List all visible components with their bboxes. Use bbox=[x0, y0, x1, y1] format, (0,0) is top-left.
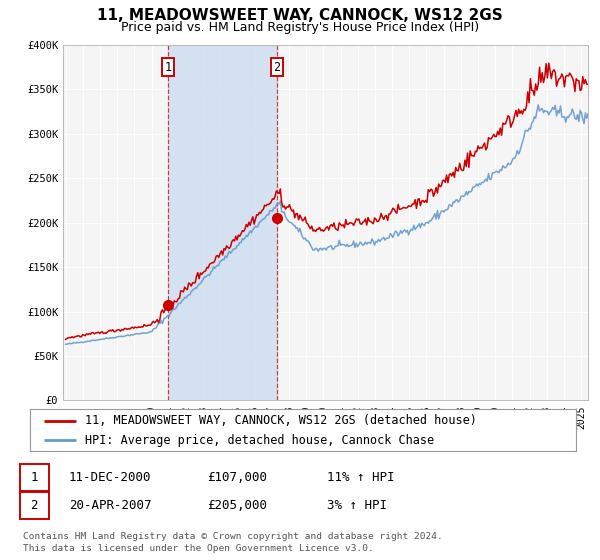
Text: HPI: Average price, detached house, Cannock Chase: HPI: Average price, detached house, Cann… bbox=[85, 434, 434, 447]
Text: Contains HM Land Registry data © Crown copyright and database right 2024.: Contains HM Land Registry data © Crown c… bbox=[23, 532, 443, 541]
Text: 11% ↑ HPI: 11% ↑ HPI bbox=[327, 471, 395, 484]
Text: 11-DEC-2000: 11-DEC-2000 bbox=[69, 471, 151, 484]
Text: 20-APR-2007: 20-APR-2007 bbox=[69, 498, 151, 512]
Bar bbox=[168, 45, 277, 400]
Text: 11, MEADOWSWEET WAY, CANNOCK, WS12 2GS: 11, MEADOWSWEET WAY, CANNOCK, WS12 2GS bbox=[97, 8, 503, 24]
Text: Price paid vs. HM Land Registry's House Price Index (HPI): Price paid vs. HM Land Registry's House … bbox=[121, 21, 479, 34]
Text: 11, MEADOWSWEET WAY, CANNOCK, WS12 2GS (detached house): 11, MEADOWSWEET WAY, CANNOCK, WS12 2GS (… bbox=[85, 414, 476, 427]
Text: This data is licensed under the Open Government Licence v3.0.: This data is licensed under the Open Gov… bbox=[23, 544, 374, 553]
Text: 2: 2 bbox=[274, 61, 281, 74]
Text: £107,000: £107,000 bbox=[207, 471, 267, 484]
Text: £205,000: £205,000 bbox=[207, 498, 267, 512]
Text: 1: 1 bbox=[31, 471, 38, 484]
Text: 2: 2 bbox=[31, 498, 38, 512]
Text: 3% ↑ HPI: 3% ↑ HPI bbox=[327, 498, 387, 512]
Text: 1: 1 bbox=[164, 61, 172, 74]
